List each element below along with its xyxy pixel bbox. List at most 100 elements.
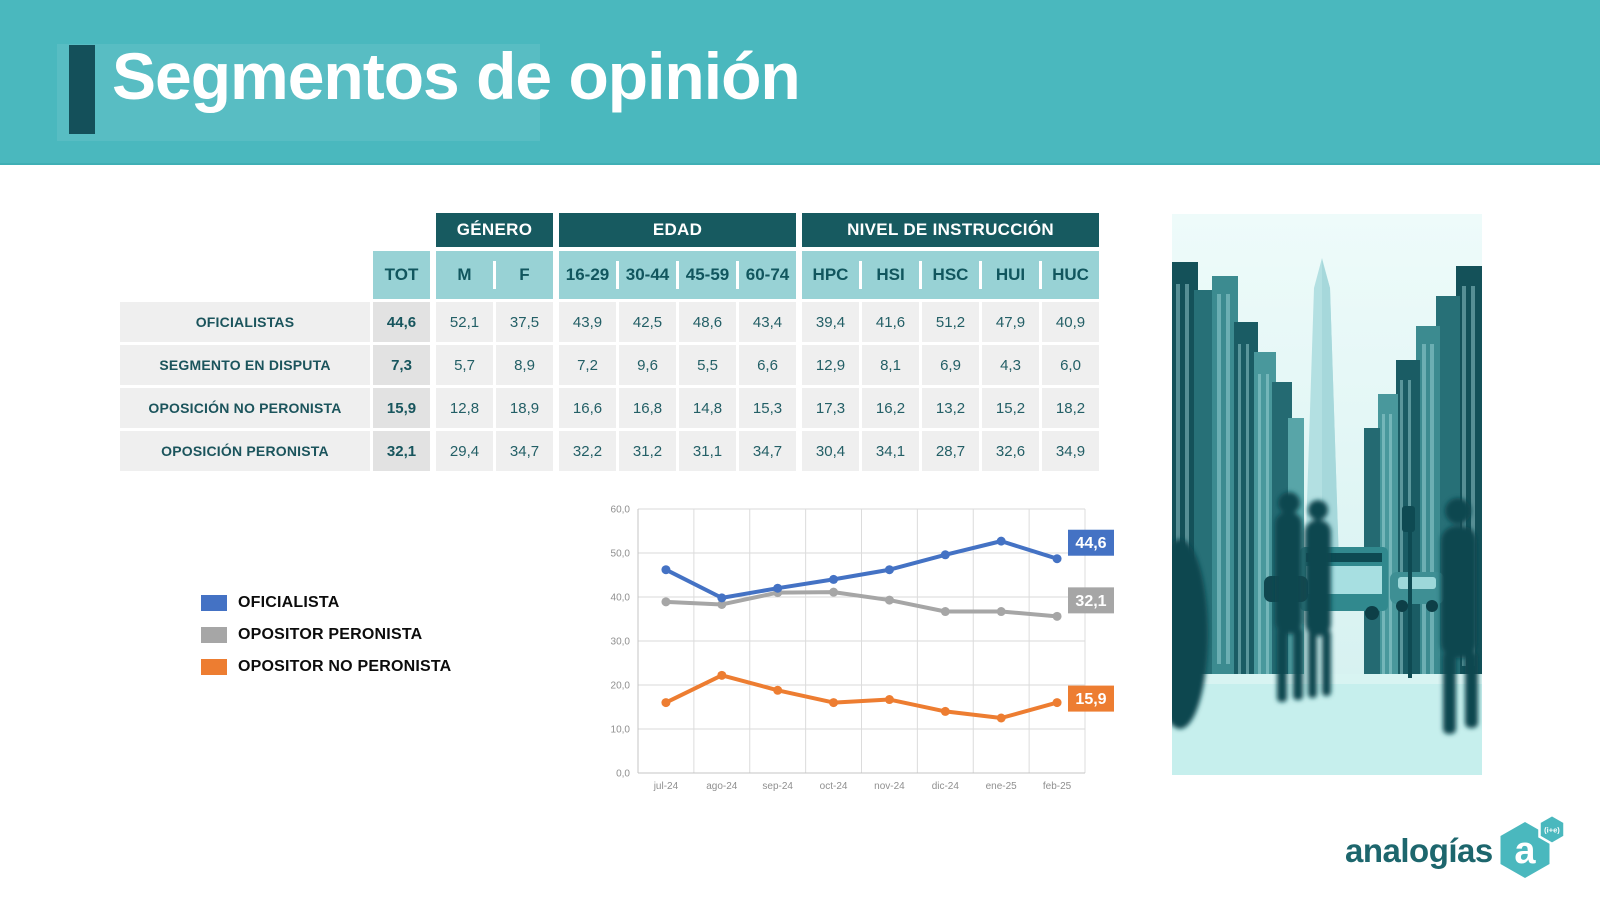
y-axis-tick-label: 60,0 [611, 505, 631, 516]
data-point-oficialista [773, 583, 783, 593]
pedestrians [1172, 492, 1478, 734]
table-cell-total: 32,1 [373, 431, 430, 471]
column-divider [616, 261, 619, 289]
column-divider [859, 261, 862, 289]
x-axis-tick-label: ene-25 [986, 781, 1018, 792]
y-axis-tick-label: 30,0 [611, 637, 631, 648]
table-cell: 30,4 [802, 431, 859, 471]
table-column-header-block: HPC HSI HSC HUI HUC [802, 251, 1099, 299]
data-point-oficialista [661, 565, 671, 575]
series-end-label-box-opositor-no-peronista [1068, 685, 1114, 712]
table-row: SEGMENTO EN DISPUTA 7,3 5,7 8,9 7,2 9,6 5,5 6,6… [120, 345, 1099, 385]
table-row: OFICIALISTAS 44,6 52,1 37,5 43,9 42,5 48,6 43,4… [120, 302, 1099, 342]
data-point-opositor-peronista [1052, 611, 1062, 621]
series-end-label-box-oficialista [1068, 529, 1114, 556]
legend-swatch [201, 626, 227, 643]
table-cell: 31,2 [619, 431, 676, 471]
table-column-header: HUC [1052, 265, 1089, 284]
column-divider [493, 261, 496, 289]
table-cell: 16,2 [862, 388, 919, 428]
chart-legend: OFICIALISTA OPOSITOR PERONISTA OPOSITOR NO… [201, 594, 451, 690]
table-row: OPOSICIÓN NO PERONISTA 15,9 12,8 18,9 16,6 16… [120, 388, 1099, 428]
table-cell: 16,8 [619, 388, 676, 428]
table-group-header: NIVEL DE INSTRUCCIÓN [802, 213, 1099, 247]
table-cell: 29,4 [436, 431, 493, 471]
table-cell: 41,6 [862, 302, 919, 342]
logo-badge-small-hexagon [1538, 814, 1566, 846]
data-point-oficialista [940, 550, 950, 560]
data-point-opositor-no-peronista [829, 698, 839, 708]
logo-badge-sub: (i+e) [1544, 826, 1560, 835]
segments-table: GÉNERO EDAD NIVEL DE INSTRUCCIÓN TOT M F 16-29… [120, 213, 1099, 474]
trend-line-chart: 0,0 10,0 20,0 30,0 40,0 50,0 60,0 jul-24 ago-24 s… [611, 505, 1114, 792]
legend-item-opositor-peronista: OPOSITOR PERONISTA [201, 626, 451, 643]
table-row-label: OFICIALISTAS [120, 302, 370, 342]
table-cell: 7,2 [559, 345, 616, 385]
series-end-label-box-opositor-peronista [1068, 587, 1114, 614]
column-divider [736, 261, 739, 289]
table-cell: 16,6 [559, 388, 616, 428]
table-cell: 42,5 [619, 302, 676, 342]
table-column-header: 45-59 [685, 265, 730, 284]
data-point-opositor-peronista [996, 607, 1006, 617]
legend-item-opositor-no-peronista: OPOSITOR NO PERONISTA [201, 658, 451, 675]
street-photo [1172, 214, 1482, 775]
data-point-oficialista [829, 574, 839, 584]
logo-badge: a (i+e) [1500, 814, 1566, 878]
data-point-opositor-peronista [661, 597, 671, 607]
table-group-header-row: GÉNERO EDAD NIVEL DE INSTRUCCIÓN [120, 213, 1099, 247]
table-column-header: HSI [876, 265, 905, 284]
data-point-opositor-peronista [940, 607, 950, 617]
table-cell: 37,5 [496, 302, 553, 342]
table-cell: 6,9 [922, 345, 979, 385]
table-cell: 34,1 [862, 431, 919, 471]
legend-label: OPOSITOR PERONISTA [238, 625, 423, 643]
data-point-opositor-no-peronista [996, 713, 1006, 723]
table-column-header: HSC [932, 265, 969, 284]
y-axis-tick-label: 10,0 [611, 725, 631, 736]
table-cell: 15,2 [982, 388, 1039, 428]
table-cell: 14,8 [679, 388, 736, 428]
title-band [57, 44, 540, 141]
table-cell: 48,6 [679, 302, 736, 342]
data-point-opositor-no-peronista [1052, 698, 1062, 708]
logo-text: analogías [1345, 832, 1493, 869]
title-accent-bar [69, 45, 95, 134]
table-cell: 34,9 [1042, 431, 1099, 471]
table-group-header: EDAD [559, 213, 796, 247]
table-column-header: HPC [812, 265, 849, 284]
data-point-opositor-peronista [829, 587, 839, 597]
data-point-oficialista [717, 593, 727, 603]
table-cell-total: 44,6 [373, 302, 430, 342]
data-point-opositor-no-peronista [773, 685, 783, 695]
table-cell: 8,1 [862, 345, 919, 385]
table-cell: 12,8 [436, 388, 493, 428]
table-cell: 13,2 [922, 388, 979, 428]
table-cell: 4,3 [982, 345, 1039, 385]
table-cell: 18,2 [1042, 388, 1099, 428]
table-cell: 12,9 [802, 345, 859, 385]
table-cell: 9,6 [619, 345, 676, 385]
legend-label: OPOSITOR NO PERONISTA [238, 657, 452, 675]
column-divider [1039, 261, 1042, 289]
table-cell: 5,5 [679, 345, 736, 385]
column-divider [979, 261, 982, 289]
table-column-header-block: TOT [373, 251, 430, 299]
table-cell: 18,9 [496, 388, 553, 428]
data-point-opositor-no-peronista [940, 706, 950, 716]
x-axis-tick-label: oct-24 [820, 781, 848, 792]
table-cell: 40,9 [1042, 302, 1099, 342]
series-end-label-oficialista: 44,6 [1075, 535, 1106, 552]
y-axis-tick-label: 20,0 [611, 681, 631, 692]
table-cell: 39,4 [802, 302, 859, 342]
table-group-header: GÉNERO [436, 213, 553, 247]
data-point-oficialista [1052, 554, 1062, 564]
table-cell: 34,7 [739, 431, 796, 471]
table-cell: 8,9 [496, 345, 553, 385]
table-column-header-row: TOT M F 16-29 30-44 45-59 60-74 HPC HSI HSC HUI HUC [120, 251, 1099, 299]
data-point-opositor-peronista [884, 595, 894, 605]
table-column-header: F [519, 265, 530, 284]
table-column-header-block: 16-29 30-44 45-59 60-74 [559, 251, 796, 299]
table-row: OPOSICIÓN PERONISTA 32,1 29,4 34,7 32,2 31,2 3… [120, 431, 1099, 471]
